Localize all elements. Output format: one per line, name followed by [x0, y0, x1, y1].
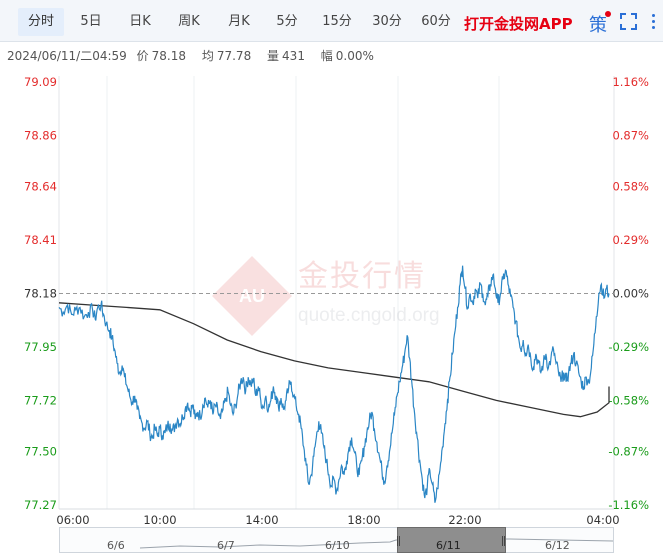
avg-label: 均 77.78 — [201, 49, 252, 63]
y-right-tick-label: 0.87% — [612, 128, 649, 142]
y-right-tick-label: -1.16% — [608, 498, 649, 512]
y-axis-right: 1.16% 0.87% 0.58% 0.29% 0.00% -0.29% -0.58% -0.… — [608, 75, 649, 512]
x-axis: 06:00 10:00 14:00 18:00 22:00 04:00 — [56, 513, 619, 524]
notification-dot — [605, 11, 611, 17]
navigator-sparkline — [139, 538, 613, 549]
quote-info-line: 2024/06/11/二04:59 价 78.18 均 77.78 量 431 幅 0.… — [7, 47, 386, 64]
y-left-tick-label: 79.09 — [24, 75, 57, 89]
x-tick-label: 10:00 — [143, 513, 176, 524]
average-price-line — [58, 302, 610, 418]
tab-15min[interactable]: 15分 — [322, 14, 352, 29]
navigator-selection-handle[interactable]: 6/11 — [397, 527, 506, 553]
tab-5day[interactable]: 5日 — [80, 14, 102, 29]
strategy-button[interactable]: 策 — [589, 15, 607, 36]
navigator-left-grip[interactable] — [397, 536, 400, 546]
volume-value: 431 — [282, 49, 305, 63]
price-value: 78.18 — [151, 49, 186, 63]
y-right-tick-label: 0.00% — [612, 287, 649, 301]
navigator-right-grip[interactable] — [502, 536, 505, 546]
svg-text:AU: AU — [239, 286, 265, 306]
x-tick-label: 14:00 — [245, 513, 278, 524]
tab-5min[interactable]: 5分 — [276, 14, 298, 29]
tab-weekly-k[interactable]: 周K — [178, 14, 200, 29]
tab-intraday[interactable]: 分时 — [18, 8, 64, 36]
tab-daily-k[interactable]: 日K — [129, 14, 151, 29]
y-left-tick-label: 77.27 — [24, 498, 57, 512]
y-left-tick-label: 78.86 — [24, 128, 57, 142]
tab-60min[interactable]: 60分 — [421, 14, 451, 29]
open-app-link[interactable]: 打开金投网APP — [464, 15, 573, 33]
more-icon[interactable] — [651, 12, 657, 32]
y-left-tick-label: 77.50 — [24, 445, 57, 459]
avg-value: 77.78 — [216, 49, 252, 63]
y-right-tick-label: 1.16% — [612, 75, 649, 89]
x-tick-label: 22:00 — [448, 513, 481, 524]
time-navigator[interactable]: 6/6 6/7 6/10 6/11 6/12 — [59, 527, 614, 553]
y-axis-left: 79.09 78.86 78.64 78.41 78.18 77.95 77.72 77.50… — [24, 75, 57, 512]
price-line — [58, 265, 610, 503]
fullscreen-icon[interactable] — [620, 13, 637, 30]
change-value: 0.00% — [335, 49, 374, 63]
intraday-chart[interactable]: AU 金投行情 quote.cngold.org 79.09 78.86 78.64… — [0, 68, 663, 524]
y-right-tick-label: -0.29% — [608, 340, 649, 354]
navigator-date: 6/10 — [325, 539, 350, 552]
watermark-brand: 金投行情 — [298, 259, 426, 294]
y-right-tick-label: -0.58% — [608, 393, 649, 407]
y-left-tick-label: 78.41 — [24, 233, 57, 247]
tab-monthly-k[interactable]: 月K — [228, 14, 250, 29]
y-right-tick-label: 0.29% — [612, 233, 649, 247]
tab-30min[interactable]: 30分 — [372, 14, 402, 29]
y-right-tick-label: -0.87% — [608, 445, 649, 459]
navigator-date: 6/12 — [545, 539, 570, 552]
watermark-url: quote.cngold.org — [298, 305, 440, 326]
y-left-tick-label: 78.64 — [24, 180, 57, 194]
navigator-date: 6/7 — [217, 539, 235, 552]
quote-datetime: 2024/06/11/二04:59 — [7, 49, 127, 63]
navigator-date-selected: 6/11 — [436, 539, 461, 552]
chart-toolbar: 分时 5日 日K 周K 月K 5分 15分 30分 60分 打开金投网APP 策 — [0, 0, 663, 42]
y-right-tick-label: 0.58% — [612, 180, 649, 194]
navigator-date: 6/6 — [107, 539, 125, 552]
y-left-tick-label: 77.95 — [24, 340, 57, 354]
watermark-logo-icon: AU — [212, 256, 292, 336]
y-left-tick-label: 78.18 — [24, 287, 57, 301]
y-left-tick-label: 77.72 — [24, 393, 57, 407]
watermark: AU 金投行情 quote.cngold.org — [212, 256, 440, 336]
x-tick-label: 04:00 — [586, 513, 619, 524]
volume-label: 量 431 — [267, 49, 305, 63]
price-label: 价 78.18 — [136, 49, 186, 63]
chart-grid — [58, 76, 615, 510]
change-label: 幅 0.00% — [320, 49, 374, 63]
x-tick-label: 18:00 — [347, 513, 380, 524]
x-tick-label: 06:00 — [56, 513, 89, 524]
